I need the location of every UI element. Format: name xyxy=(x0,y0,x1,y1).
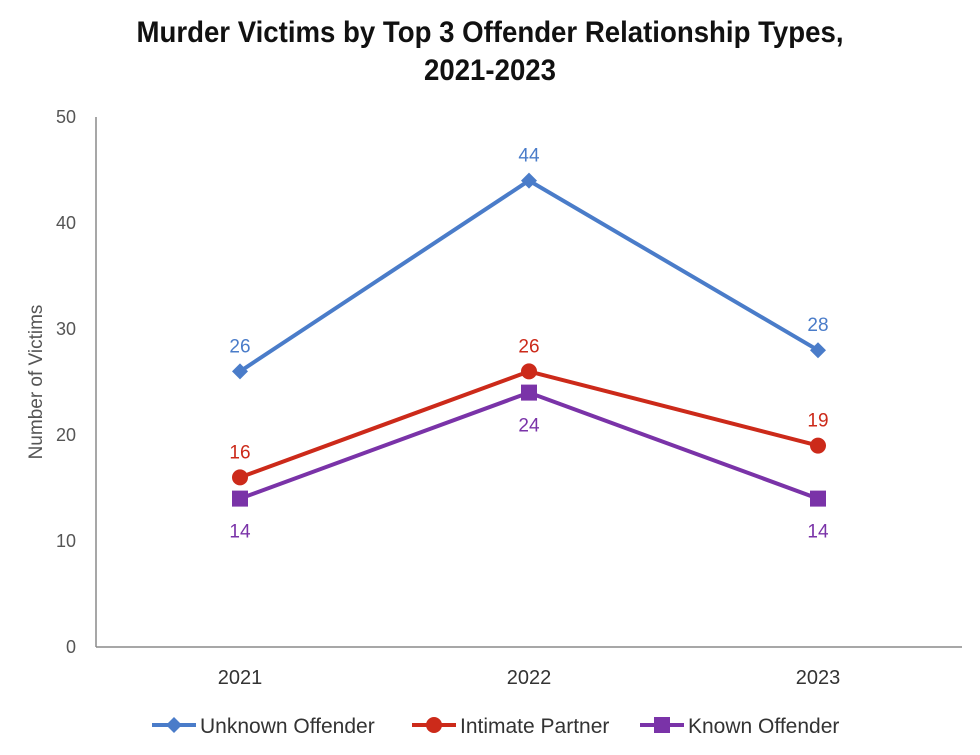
data-label-known-offender: 14 xyxy=(807,522,829,543)
legend-label-unknown-offender: Unknown Offender xyxy=(200,715,375,738)
data-label-intimate-partner: 26 xyxy=(518,336,539,357)
legend-marker-unknown-offender xyxy=(166,717,182,733)
legend-label-known-offender: Known Offender xyxy=(688,715,839,738)
data-label-unknown-offender: 26 xyxy=(229,336,250,357)
data-point-unknown-offender xyxy=(521,172,537,189)
y-tick-label: 20 xyxy=(56,425,76,445)
data-point-intimate-partner xyxy=(521,363,537,380)
chart-title-line-2: 2021-2023 xyxy=(424,54,556,87)
data-point-intimate-partner xyxy=(810,437,826,454)
y-axis-label: Number of Victims xyxy=(26,305,47,460)
x-tick-label: 2021 xyxy=(218,667,263,689)
data-point-unknown-offender xyxy=(232,363,248,380)
x-tick-label: 2023 xyxy=(796,667,841,689)
chart-title-line-1: Murder Victims by Top 3 Offender Relatio… xyxy=(136,16,844,49)
data-point-unknown-offender xyxy=(810,342,826,359)
data-label-unknown-offender: 44 xyxy=(518,146,540,167)
legend-marker-intimate-partner xyxy=(426,717,442,733)
data-label-known-offender: 24 xyxy=(518,416,540,437)
data-label-known-offender: 14 xyxy=(229,522,251,543)
data-label-intimate-partner: 16 xyxy=(229,442,250,463)
data-point-intimate-partner xyxy=(232,469,248,486)
data-label-intimate-partner: 19 xyxy=(807,411,828,432)
chart-title: Murder Victims by Top 3 Offender Relatio… xyxy=(39,14,941,90)
data-point-known-offender xyxy=(521,384,537,401)
y-tick-label: 0 xyxy=(66,637,76,657)
data-label-unknown-offender: 28 xyxy=(807,315,828,336)
y-tick-label: 10 xyxy=(56,531,76,551)
x-tick-label: 2022 xyxy=(507,667,552,689)
data-point-known-offender xyxy=(232,490,248,507)
y-tick-label: 40 xyxy=(56,213,76,233)
legend-label-intimate-partner: Intimate Partner xyxy=(460,715,609,738)
y-tick-label: 30 xyxy=(56,319,76,339)
y-tick-label: 50 xyxy=(56,107,76,127)
legend-marker-known-offender xyxy=(654,717,670,733)
data-point-known-offender xyxy=(810,490,826,507)
